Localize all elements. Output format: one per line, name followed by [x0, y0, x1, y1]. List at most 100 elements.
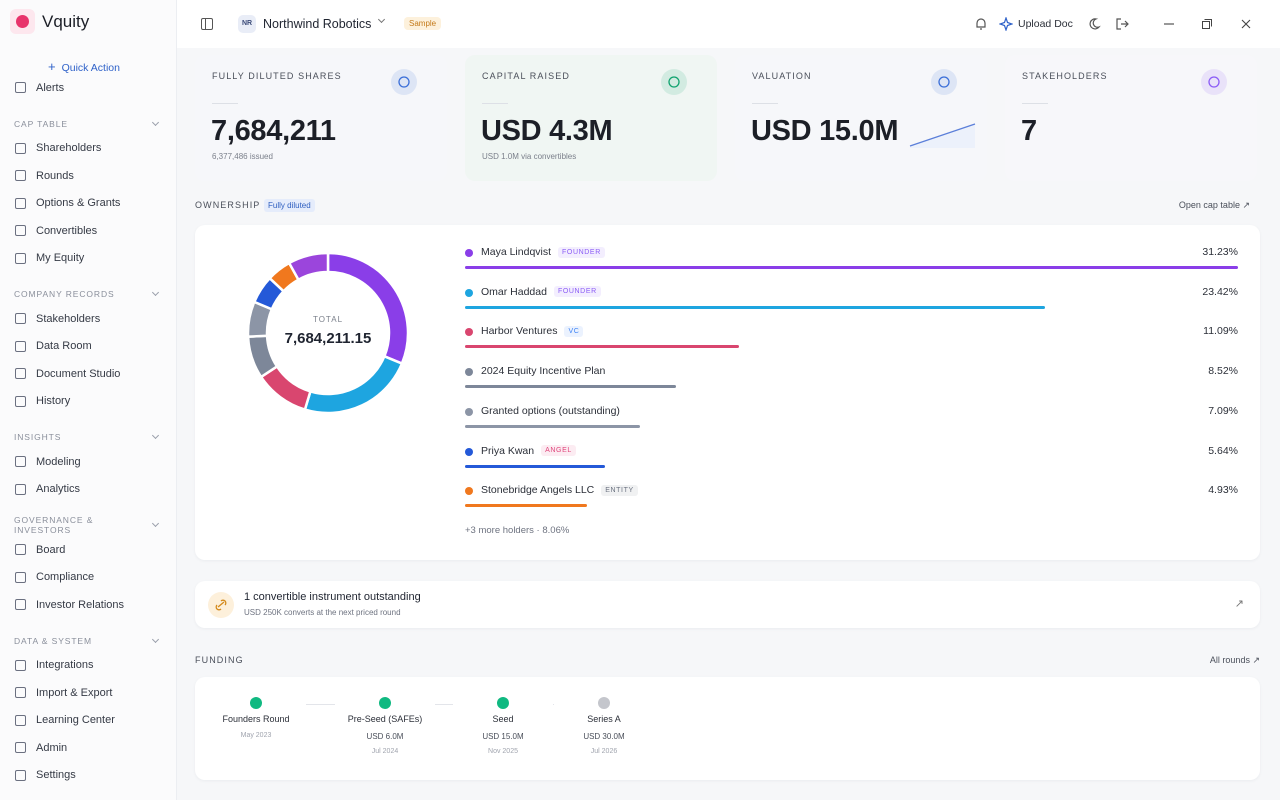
holder-name: Stonebridge Angels LLC ENTITY: [481, 484, 638, 496]
kpi-value: USD 15.0M: [751, 115, 899, 147]
nav-item[interactable]: Stakeholders: [0, 305, 176, 333]
nav-item[interactable]: Modeling: [0, 448, 176, 476]
chevron: [151, 635, 160, 643]
nav-item[interactable]: Rounds: [0, 162, 176, 190]
nav-item[interactable]: Integrations: [0, 652, 176, 680]
close[interactable]: [1240, 18, 1252, 30]
nav-item[interactable]: Data Room: [0, 333, 176, 361]
kpi-card: CAPITAL RAISED USD 4.3M USD 1.0M via conve…: [465, 55, 717, 181]
timeline-connector: [435, 704, 453, 705]
upload-icon: [999, 17, 1013, 31]
nav-item[interactable]: History: [0, 388, 176, 416]
ownership-bar: [465, 464, 605, 468]
nav-label: Options & Grants: [36, 197, 121, 210]
donut-total: 7,684,211.15: [284, 330, 372, 347]
convertible-title: 1 convertible instrument outstanding: [244, 591, 421, 603]
nav-item[interactable]: Shareholders: [0, 135, 176, 163]
sign-out[interactable]: [1115, 17, 1129, 31]
nav-item[interactable]: Document Studio: [0, 360, 176, 388]
round-name[interactable]: Seed: [492, 714, 514, 724]
holder-value: 5.64%: [1208, 444, 1238, 457]
company-switcher[interactable]: Northwind Robotics: [263, 17, 372, 31]
nav-icon: [15, 368, 26, 380]
convertible-banner[interactable]: 1 convertible instrument outstanding USD…: [195, 581, 1260, 628]
holder-row[interactable]: 2024 Equity Incentive Plan 8.52%: [465, 365, 1238, 379]
holder-row[interactable]: Maya Lindqvist FOUNDER 31.23%: [465, 246, 1238, 260]
nav-icon: [15, 456, 26, 468]
round-name[interactable]: Pre-Seed (SAFEs): [347, 714, 423, 724]
funding-title: FUNDING: [195, 655, 244, 665]
nav-item[interactable]: Learning Center: [0, 707, 176, 735]
nav-item[interactable]: Board: [0, 536, 176, 564]
nav-label: Stakeholders: [36, 312, 101, 325]
kpi-card: FULLY DILUTED SHARES 7,684,211 6,377,486 i…: [195, 55, 447, 181]
nav-item[interactable]: Import & Export: [0, 679, 176, 707]
round-date: Jul 2026: [590, 748, 618, 755]
nav-label: Investor Relations: [36, 598, 125, 611]
section-title[interactable]: GOVERNANCE & INVESTORS: [0, 514, 176, 536]
round-name[interactable]: Series A: [587, 714, 621, 724]
round-amount: USD 30.0M: [583, 732, 625, 741]
round-status: [250, 697, 262, 709]
section-title[interactable]: COMPANY RECORDS: [0, 283, 176, 305]
section-title[interactable]: CAP TABLE: [0, 113, 176, 135]
upload-doc[interactable]: Upload Doc: [1018, 18, 1073, 30]
kpi-icon: [1201, 69, 1227, 95]
nav-item[interactable]: Investor Relations: [0, 591, 176, 619]
nav-item[interactable]: My Equity: [0, 245, 176, 273]
holder-row[interactable]: Omar Haddad FOUNDER 23.42%: [465, 286, 1238, 300]
nav-label: Rounds: [36, 169, 74, 182]
nav-item[interactable]: Alerts: [0, 80, 176, 102]
company-initials: NR: [238, 15, 256, 33]
quick-action[interactable]: + Quick Action: [48, 59, 120, 74]
nav-label: Import & Export: [36, 686, 113, 699]
section-label: COMPANY RECORDS: [14, 289, 115, 299]
maximize[interactable]: [1201, 18, 1213, 30]
nav-item[interactable]: Options & Grants: [0, 190, 176, 218]
nav-icon: [15, 252, 26, 264]
quick-action-label: Quick Action: [61, 62, 120, 74]
kpi-value: 7: [1021, 115, 1037, 147]
all-rounds[interactable]: All rounds ↗: [1209, 655, 1260, 665]
nav-label: Modeling: [36, 455, 81, 468]
holder-row[interactable]: Granted options (outstanding) 7.09%: [465, 405, 1238, 419]
chevron: [151, 288, 160, 297]
minimize[interactable]: [1163, 18, 1175, 30]
logo: [10, 9, 35, 34]
holder-label: 2024 Equity Incentive Plan: [481, 365, 606, 378]
nav-item[interactable]: Admin: [0, 734, 176, 762]
nav-item[interactable]: Analytics: [0, 476, 176, 504]
open-cap-table[interactable]: Open cap table ↗: [1178, 200, 1250, 210]
ownership-bar: [465, 345, 740, 349]
nav-icon: [15, 769, 26, 781]
holder-label: Maya Lindqvist: [481, 246, 552, 258]
theme-toggle[interactable]: [1087, 17, 1101, 31]
holder-value: 31.23%: [1202, 246, 1238, 258]
holder-row[interactable]: Harbor Ventures VC 11.09%: [465, 325, 1238, 339]
convertible-sub: USD 250K converts at the next priced rou…: [244, 608, 401, 617]
nav-item[interactable]: Compliance: [0, 564, 176, 592]
holder-name: Omar Haddad FOUNDER: [481, 286, 601, 298]
nav-icon: [15, 714, 26, 726]
kpi-label: CAPITAL RAISED: [482, 71, 570, 81]
round-name[interactable]: Founders Round: [222, 714, 290, 724]
link-icon: [208, 592, 234, 618]
holder-value: 7.09%: [1208, 404, 1238, 417]
notifications[interactable]: [974, 17, 988, 31]
holder-row[interactable]: Priya Kwan ANGEL 5.64%: [465, 445, 1238, 459]
ownership-bar: [465, 266, 1238, 269]
holder-dot: [465, 249, 473, 257]
section-title[interactable]: INSIGHTS: [0, 426, 176, 448]
nav-item[interactable]: Convertibles: [0, 217, 176, 245]
kpi-card: STAKEHOLDERS 7: [1005, 55, 1257, 181]
nav-item[interactable]: Settings: [0, 762, 176, 790]
section-title[interactable]: DATA & SYSTEM: [0, 630, 176, 652]
nav-icon: [15, 571, 26, 583]
chevron: [151, 431, 160, 440]
holder-row[interactable]: Stonebridge Angels LLC ENTITY 4.93%: [465, 484, 1238, 498]
nav-label: Board: [36, 543, 66, 556]
toggle-sidebar[interactable]: [201, 18, 213, 30]
holder-value: 23.42%: [1202, 285, 1238, 298]
kpi-icon: [661, 69, 687, 95]
round-status: [497, 697, 509, 709]
